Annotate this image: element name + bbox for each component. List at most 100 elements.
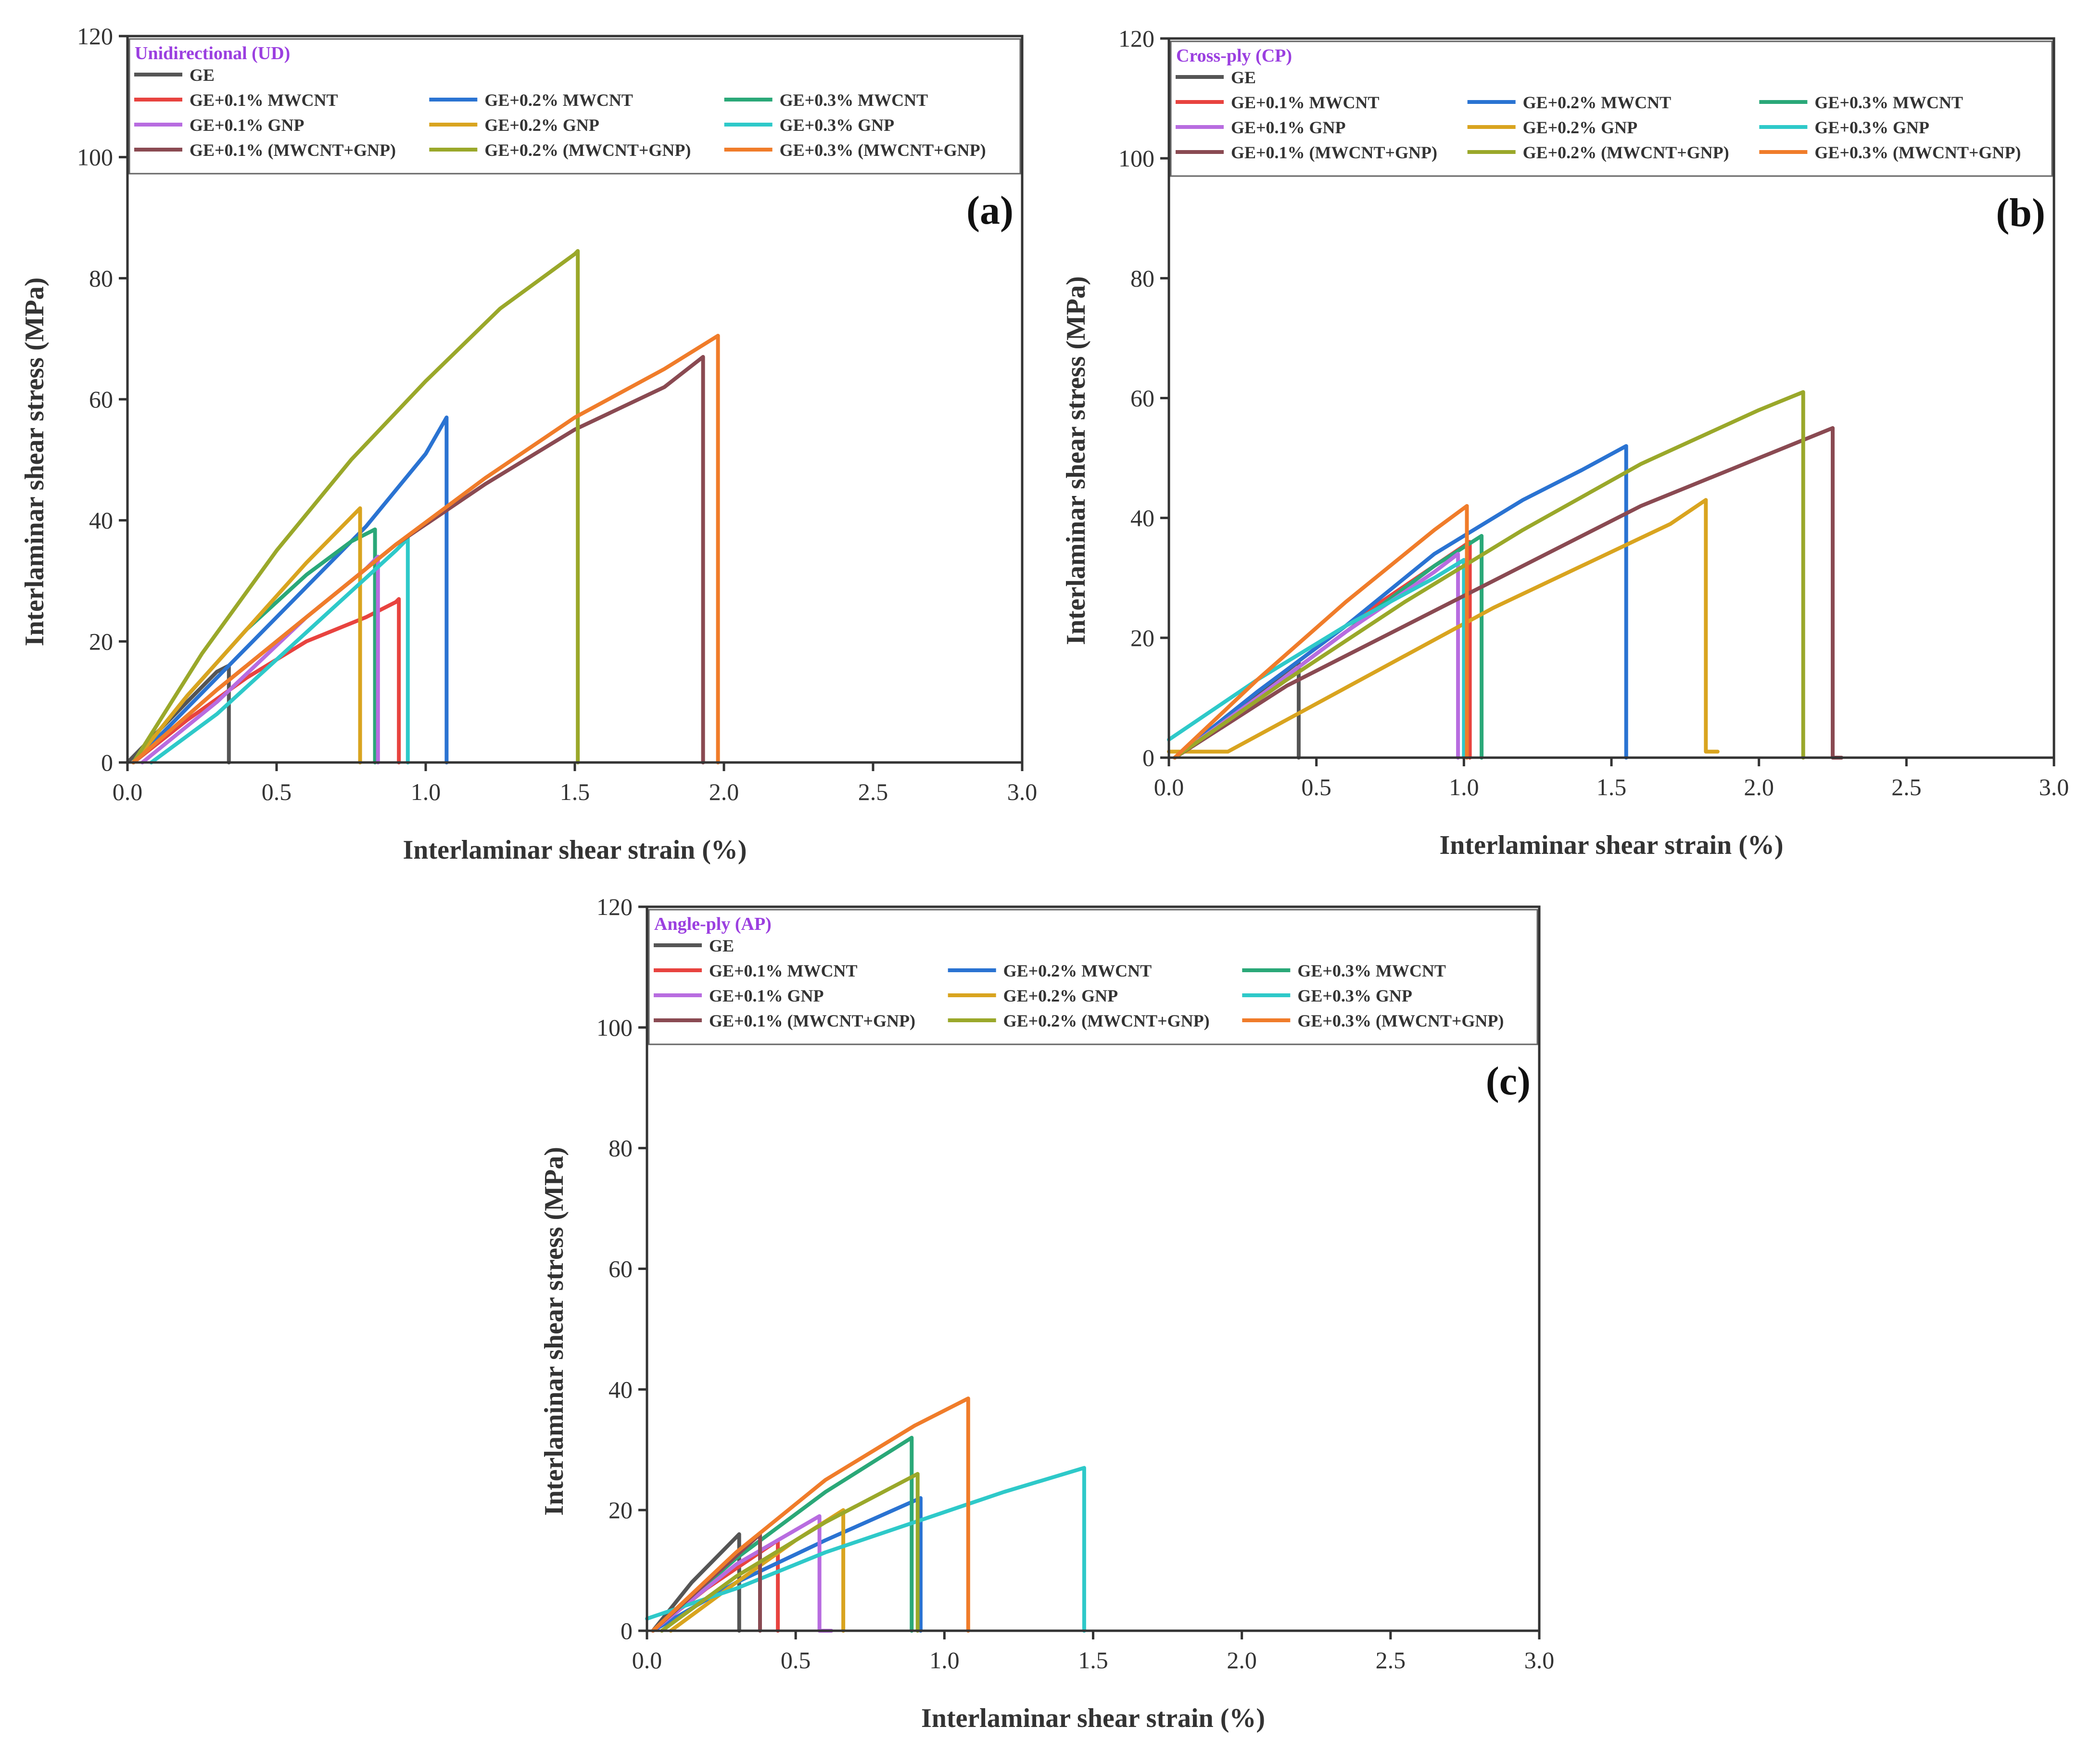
series-line-7 <box>149 536 410 764</box>
legend-label-5: GE+0.1% GNP <box>709 986 824 1005</box>
y-tick-label: 40 <box>89 507 113 534</box>
y-tick-label: 0 <box>1142 744 1154 771</box>
legend-label-5: GE+0.1% GNP <box>1231 118 1346 137</box>
legend-label-7: GE+0.3% GNP <box>1814 118 1929 137</box>
x-tick-label: 0.5 <box>1301 774 1331 800</box>
legend-label-9: GE+0.2% (MWCNT+GNP) <box>1003 1011 1210 1030</box>
y-tick-label: 60 <box>1130 385 1154 412</box>
y-tick-label: 0 <box>621 1617 633 1644</box>
legend-label-6: GE+0.2% GNP <box>484 115 599 135</box>
series-group <box>126 249 720 764</box>
legend-label-3: GE+0.2% MWCNT <box>1523 93 1672 112</box>
legend-label-10: GE+0.3% (MWCNT+GNP) <box>1297 1011 1504 1030</box>
y-tick-label: 120 <box>1118 25 1154 52</box>
legend-label-10: GE+0.3% (MWCNT+GNP) <box>1814 143 2021 162</box>
legend-label-9: GE+0.2% (MWCNT+GNP) <box>484 140 691 160</box>
legend-box <box>128 38 1021 175</box>
legend-label-1: GE <box>1231 68 1256 87</box>
legend-label-8: GE+0.1% (MWCNT+GNP) <box>709 1011 915 1030</box>
legend-label-8: GE+0.1% (MWCNT+GNP) <box>190 140 396 160</box>
y-axis-title: Interlaminar shear stress (MPa) <box>539 1147 569 1516</box>
x-tick-label: 3.0 <box>1524 1647 1555 1674</box>
legend-label-2: GE+0.1% MWCNT <box>709 961 858 980</box>
series-line-6 <box>131 506 362 764</box>
series-line-9 <box>659 1472 920 1633</box>
y-tick-label: 60 <box>608 1256 633 1282</box>
x-axis-title: Interlaminar shear strain (%) <box>1440 830 1784 860</box>
legend-label-9: GE+0.2% (MWCNT+GNP) <box>1523 143 1729 162</box>
panel-label: (a) <box>966 188 1014 233</box>
legend: Angle-ply (AP) GE GE+0.1% MWCNT GE+0.2% MWC… <box>648 909 1538 1045</box>
legend: Unidirectional (UD)GE GE+0.1% MWCNT GE+0.2… <box>128 38 1021 175</box>
legend-label-3: GE+0.2% MWCNT <box>1003 961 1152 980</box>
series-group <box>645 1396 1086 1633</box>
x-tick-label: 2.5 <box>858 778 888 805</box>
legend-title: Unidirectional (UD) <box>135 43 290 63</box>
legend-label-2: GE+0.1% MWCNT <box>1231 93 1380 112</box>
series-line-2 <box>131 597 401 764</box>
x-tick-label: 1.5 <box>560 778 590 805</box>
series-line-10 <box>651 1396 970 1633</box>
panel-label: (c) <box>1486 1059 1531 1104</box>
legend-label-8: GE+0.1% (MWCNT+GNP) <box>1231 143 1437 162</box>
y-tick-label: 20 <box>1130 624 1154 651</box>
series-line-9 <box>1173 390 1805 760</box>
x-tick-label: 2.0 <box>1744 774 1774 800</box>
legend-title: Cross-ply (CP) <box>1176 46 1292 66</box>
chart-panel-3: 0.0 0.5 1.0 1.5 2.0 2.5 3.0 0 20 40 60 80 100 120 Inte… <box>539 893 1554 1733</box>
x-axis-title: Interlaminar shear strain (%) <box>403 835 747 865</box>
y-axis-title: Interlaminar shear stress (MPa) <box>20 278 50 647</box>
legend-label-6: GE+0.2% GNP <box>1523 118 1638 137</box>
y-tick-label: 40 <box>1130 505 1154 532</box>
legend-label-5: GE+0.1% GNP <box>190 115 304 135</box>
y-tick-label: 120 <box>596 893 633 920</box>
x-tick-label: 1.0 <box>1449 774 1479 800</box>
x-tick-label: 0.5 <box>262 778 292 805</box>
chart-panel-2: 0.0 0.5 1.0 1.5 2.0 2.5 3.0 0 20 40 60 80 100 120 Inte… <box>1061 25 2069 860</box>
y-tick-label: 80 <box>1130 265 1154 292</box>
legend-box <box>648 909 1538 1045</box>
y-tick-label: 60 <box>89 386 113 413</box>
y-tick-label: 100 <box>1118 145 1154 172</box>
legend-label-1: GE <box>190 65 215 85</box>
y-tick-label: 100 <box>596 1014 633 1041</box>
x-tick-label: 0.5 <box>781 1647 811 1674</box>
y-tick-label: 20 <box>89 628 113 655</box>
x-tick-label: 0.0 <box>632 1647 662 1674</box>
legend-label-10: GE+0.3% (MWCNT+GNP) <box>780 140 986 160</box>
x-tick-label: 2.5 <box>1376 1647 1406 1674</box>
x-tick-label: 0.0 <box>1154 774 1184 800</box>
legend-label-2: GE+0.1% MWCNT <box>190 90 338 110</box>
legend-label-4: GE+0.3% MWCNT <box>780 90 928 110</box>
y-axis-title: Interlaminar shear stress (MPa) <box>1061 276 1091 645</box>
chart-panel-1: 0.0 0.5 1.0 1.5 2.0 2.5 3.0 0 20 40 60 80 100 120 Inte… <box>20 23 1037 865</box>
y-tick-label: 20 <box>608 1497 633 1523</box>
x-tick-label: 1.5 <box>1078 1647 1108 1674</box>
panel-label: (b) <box>1996 190 2045 235</box>
series-line-10 <box>131 333 720 764</box>
y-tick-label: 40 <box>608 1376 633 1403</box>
series-line-3 <box>651 1496 923 1633</box>
y-tick-label: 80 <box>608 1135 633 1162</box>
series-line-3 <box>1173 444 1628 760</box>
y-tick-label: 0 <box>101 749 113 776</box>
x-tick-label: 3.0 <box>2039 774 2069 800</box>
x-tick-label: 2.0 <box>709 778 739 805</box>
legend-label-7: GE+0.3% GNP <box>780 115 895 135</box>
x-tick-label: 2.0 <box>1227 1647 1257 1674</box>
x-tick-label: 3.0 <box>1007 778 1038 805</box>
x-tick-label: 2.5 <box>1891 774 1922 800</box>
x-axis-title: Interlaminar shear strain (%) <box>921 1703 1265 1733</box>
legend-label-7: GE+0.3% GNP <box>1297 986 1412 1005</box>
series-group <box>1167 390 1844 760</box>
x-tick-label: 1.5 <box>1597 774 1627 800</box>
legend: Cross-ply (CP) GE GE+0.1% MWCNT GE+0.2% MWC… <box>1170 40 2053 177</box>
legend-label-4: GE+0.3% MWCNT <box>1297 961 1446 980</box>
legend-label-1: GE <box>709 936 734 955</box>
series-line-6 <box>1167 498 1720 754</box>
y-tick-label: 120 <box>77 23 113 50</box>
x-tick-label: 0.0 <box>113 778 143 805</box>
legend-title: Angle-ply (AP) <box>654 914 772 934</box>
legend-label-6: GE+0.2% GNP <box>1003 986 1118 1005</box>
